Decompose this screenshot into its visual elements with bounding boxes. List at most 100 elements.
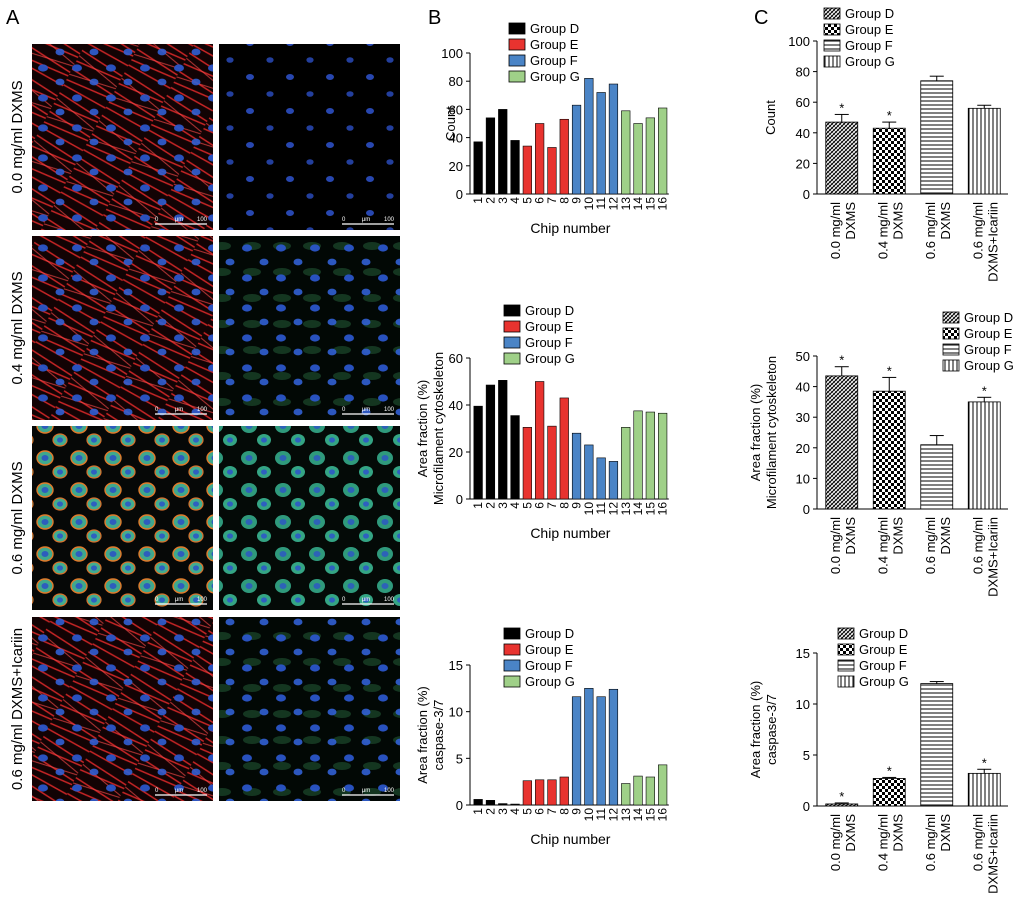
x-tick-label: 14 [631,197,645,211]
bar [473,405,483,500]
scale-bar-unit: μm [175,217,183,223]
legend-swatch [503,304,521,317]
significance-marker: * [839,789,844,804]
legend-swatch [503,320,521,333]
legend-item: Group D [823,6,894,21]
micrograph-image [32,617,213,801]
x-tick-label: 9 [570,502,584,509]
bar [825,121,859,195]
bar [596,696,606,806]
legend-label: Group E [525,642,574,657]
y-tick-label: 10 [796,471,810,486]
bar [596,92,606,195]
row-label: 0.0 mg/ml DXMS [9,80,26,193]
legend-swatch [503,352,521,365]
y-axis-label: Area fraction (%) [748,681,763,779]
x-tick-label: 5 [520,502,534,509]
x-tick-label: 7 [545,808,559,815]
significance-marker: * [839,100,844,115]
scale-bar-value: 100 [384,217,395,223]
x-tick-label: 1 [471,808,485,815]
error-bar [834,802,849,804]
x-tick-label: 0.6 mg/ml [923,202,938,259]
legend-label: Group D [525,626,574,641]
legend-label: Group D [859,626,908,641]
y-axis-label: Area fraction (%) [748,384,763,482]
y-tick-label: 0 [803,187,810,202]
bar [658,412,668,500]
legend-swatch [508,22,526,35]
legend-label: Group E [964,326,1013,341]
scale-bar-value: 100 [197,217,208,223]
legend-item: Group F [503,658,573,673]
x-tick-label: 0.6 mg/ml [923,814,938,871]
legend-label: Group D [964,310,1013,325]
bar [621,110,631,195]
significance-marker: * [887,363,892,378]
legend-item: Group F [823,38,893,53]
scale-bar-zero: 0 [342,407,346,413]
bar [522,145,532,195]
x-tick-label: 16 [656,502,670,516]
bar [535,381,545,500]
legend-swatch [942,343,960,356]
x-tick-label: 15 [643,808,657,822]
scale-bar-value: 100 [197,788,208,794]
scale-bar-zero: 0 [342,217,346,223]
bar [658,107,668,195]
scale-bar-zero: 0 [155,407,159,413]
y-tick-label: 80 [449,74,463,89]
scale-bar-value: 100 [197,407,208,413]
legend-item: Group D [942,310,1013,325]
bar [498,109,508,195]
bar [596,457,606,500]
x-tick-label: 12 [606,197,620,211]
legend-label: Group E [845,22,894,37]
bar [547,779,557,806]
x-tick-label: 0.6 mg/ml [970,202,985,259]
bar [658,764,668,806]
bar [920,80,954,195]
legend-label: Group G [845,54,895,69]
legend-swatch [837,643,855,656]
bar [621,783,631,806]
row-label: 0.6 mg/ml DXMS [9,461,26,574]
panel-letter-c: C [754,7,768,29]
bar [522,780,532,806]
bar [571,104,582,195]
x-tick-label: 10 [582,808,596,822]
y-tick-label: 0 [803,502,810,517]
bar [608,688,619,806]
x-tick-label: DXMS [938,814,953,852]
bar [485,384,496,500]
scale-bar-value: 100 [384,788,395,794]
legend-item: Group G [942,358,1014,373]
legend-item: Group G [508,69,580,84]
bar [608,83,619,195]
scale-bar: 0 μm 100 [342,597,395,605]
x-tick-label: 4 [508,502,522,509]
legend-item: Group E [942,326,1013,341]
bar [621,427,631,500]
bar [633,410,643,500]
bar [559,397,569,500]
y-tick-label: 0 [456,798,463,813]
x-tick-label: 0.4 mg/ml [875,517,890,574]
x-tick-label: 4 [508,197,522,204]
micrograph-image [32,426,213,610]
legend-swatch [503,675,521,688]
x-tick-label: 14 [631,502,645,516]
y-axis-label: Count [443,106,458,141]
x-tick-label: 10 [582,197,596,211]
y-tick-label: 40 [449,131,463,146]
scale-bar: 0 μm 100 [155,597,208,605]
y-tick-label: 30 [796,410,810,425]
scale-bar-unit: μm [175,597,183,603]
y-tick-label: 10 [449,705,463,720]
scale-bar-zero: 0 [155,597,159,603]
x-tick-label: 3 [496,502,510,509]
legend-swatch [503,627,521,640]
scale-bar-unit: μm [362,597,370,603]
bar [872,127,906,195]
scale-bar-zero: 0 [155,788,159,794]
